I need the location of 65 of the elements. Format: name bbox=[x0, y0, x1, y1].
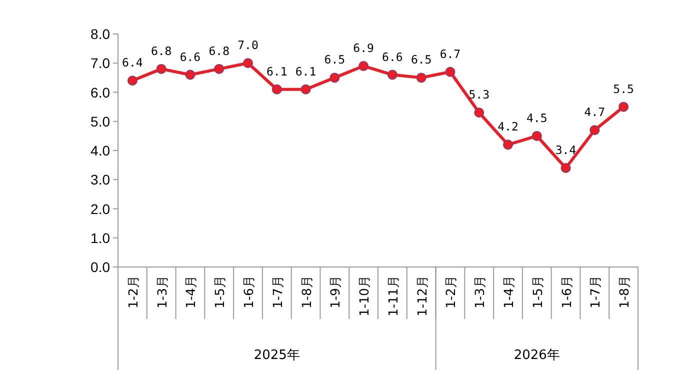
text: 4.5 bbox=[526, 110, 548, 125]
x-tick-label: 1-11月 bbox=[385, 275, 400, 316]
x-tick-label: 1-8月 bbox=[298, 275, 314, 308]
x-tick-label: 1-4月 bbox=[183, 275, 198, 308]
point bbox=[445, 66, 456, 77]
point bbox=[618, 102, 629, 112]
text: 5.5 bbox=[613, 82, 634, 96]
y-tick-label: 6.0 bbox=[90, 84, 110, 100]
text: 2026年 bbox=[514, 348, 560, 363]
point bbox=[532, 130, 542, 141]
point bbox=[127, 76, 138, 86]
y-tick-label: 3.0 bbox=[90, 172, 110, 188]
text: 6.8 bbox=[208, 44, 230, 58]
y-tick-label: 4.0 bbox=[90, 142, 110, 158]
point bbox=[214, 64, 224, 74]
text: 6.6 bbox=[382, 50, 403, 64]
point bbox=[590, 125, 600, 136]
x-tick-label: 1-6月 bbox=[558, 275, 574, 308]
x-tick-label: 1-5月 bbox=[212, 275, 228, 308]
y-tick-label: 5.0 bbox=[90, 113, 110, 130]
text: 3.4 bbox=[555, 142, 576, 157]
x-tick-label: 1-2月 bbox=[443, 275, 458, 308]
point bbox=[300, 84, 311, 94]
x-tick-label: 1-3月 bbox=[154, 275, 170, 308]
x-tick-label: 1-6月 bbox=[241, 275, 256, 308]
text: 7.0 bbox=[238, 38, 258, 52]
x-tick-label: 1-5月 bbox=[530, 275, 545, 308]
text: 6.5 bbox=[324, 52, 346, 67]
y-tick-label: 7.0 bbox=[90, 55, 110, 72]
x-tick-label: 1-4月 bbox=[501, 275, 516, 308]
point bbox=[272, 84, 282, 94]
text: 6.1 bbox=[266, 64, 288, 78]
point bbox=[358, 61, 369, 72]
text: 4.7 bbox=[584, 105, 606, 120]
text: 2025年 bbox=[254, 348, 300, 363]
text: 5.3 bbox=[468, 88, 490, 102]
y-tick-label: 8.0 bbox=[90, 26, 110, 42]
x-tick-label: 1-2月 bbox=[125, 275, 140, 308]
text: 4.2 bbox=[498, 120, 518, 134]
text: 6.7 bbox=[440, 46, 461, 61]
x-tick-label: 1-7月 bbox=[588, 275, 603, 308]
point bbox=[474, 108, 484, 118]
y-tick-label: 1.0 bbox=[90, 230, 110, 246]
x-tick-label: 1-9月 bbox=[328, 275, 343, 308]
x-tick-label: 1-7月 bbox=[270, 275, 285, 308]
text: 6.8 bbox=[150, 44, 172, 58]
text: 6.5 bbox=[410, 52, 432, 67]
y-tick-label: 0.0 bbox=[90, 259, 110, 275]
point bbox=[387, 70, 398, 80]
point bbox=[416, 72, 426, 83]
x-tick-label: 1-3月 bbox=[472, 275, 488, 308]
text: 6.6 bbox=[180, 50, 201, 64]
text: 6.9 bbox=[353, 41, 374, 56]
point bbox=[330, 72, 340, 83]
point bbox=[503, 140, 513, 150]
y-tick-label: 2.0 bbox=[90, 200, 110, 217]
point bbox=[560, 162, 571, 173]
point bbox=[156, 64, 166, 74]
x-tick-label: 1-12月 bbox=[414, 275, 430, 316]
text: 6.4 bbox=[122, 56, 143, 70]
point bbox=[185, 70, 196, 80]
point bbox=[243, 58, 253, 68]
text: 6.1 bbox=[295, 64, 316, 78]
x-tick-label: 1-8月 bbox=[616, 275, 632, 308]
x-tick-label: 1-10月 bbox=[356, 275, 372, 316]
